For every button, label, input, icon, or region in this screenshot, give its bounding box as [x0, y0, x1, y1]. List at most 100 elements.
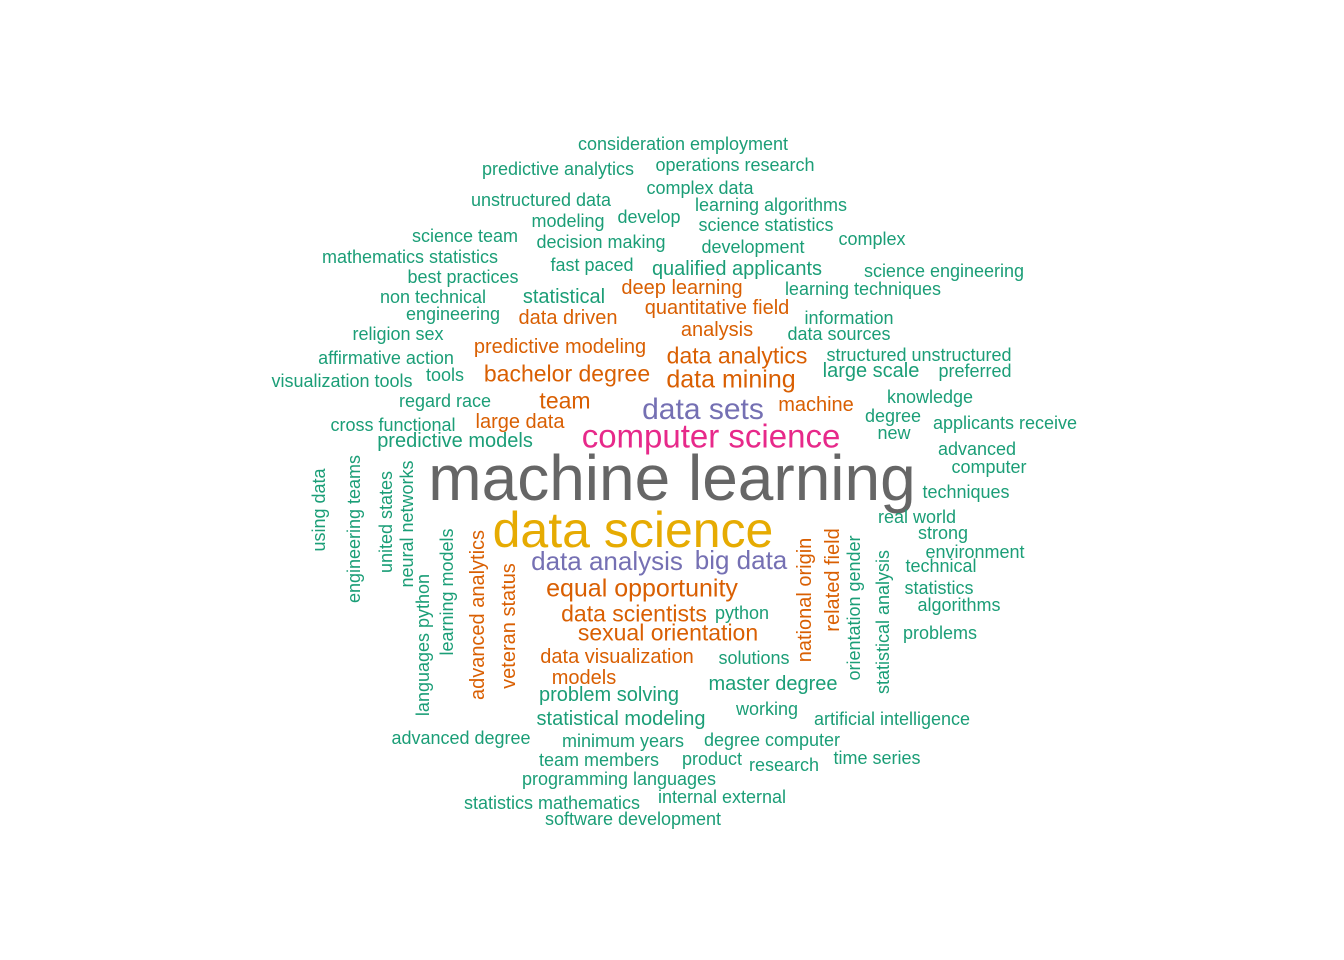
word: learning models [437, 528, 457, 656]
word: data science [492, 502, 774, 558]
word: non technical [379, 287, 487, 307]
word: predictive analytics [481, 159, 635, 179]
word: degree computer [703, 730, 841, 750]
word: tools [425, 365, 465, 385]
word: internal external [657, 787, 787, 807]
word: machine learning [428, 442, 916, 514]
word: quantitative field [644, 297, 790, 319]
word: qualified applicants [651, 258, 823, 280]
word: engineering teams [344, 454, 364, 604]
word: techniques [922, 482, 1010, 502]
word: languages python [413, 573, 433, 717]
word: preferred [938, 361, 1012, 381]
word: bachelor degree [483, 360, 651, 387]
word: large scale [822, 360, 920, 382]
word: technical [905, 556, 977, 576]
word: operations research [655, 155, 815, 175]
word: advanced analytics [467, 529, 489, 701]
word: knowledge [886, 387, 974, 407]
word: science team [411, 226, 519, 246]
word: complex data [646, 178, 754, 198]
word: working [735, 699, 799, 719]
word: veteran status [498, 563, 520, 689]
word: machine [778, 394, 854, 416]
word: degree [864, 406, 922, 426]
word: cross functional [330, 415, 456, 435]
word: data analysis [531, 546, 683, 576]
word: statistics mathematics [463, 793, 641, 813]
word: mathematics statistics [321, 247, 499, 267]
word: best practices [407, 267, 519, 287]
word: advanced degree [391, 728, 531, 748]
word: solutions [718, 648, 790, 668]
word: unstructured data [470, 190, 612, 210]
word: product [681, 749, 743, 769]
word: team [539, 387, 591, 414]
word: computer [951, 457, 1027, 477]
word: equal opportunity [546, 574, 738, 603]
word: algorithms [917, 595, 1001, 615]
word: real world [877, 507, 957, 527]
word: learning algorithms [694, 195, 848, 215]
word: statistical [522, 286, 606, 308]
word: analysis [680, 319, 754, 341]
word: data analytics [666, 342, 808, 369]
word: applicants receive [932, 413, 1078, 433]
word: decision making [536, 232, 666, 252]
word: related field [822, 528, 844, 632]
word: predictive modeling [473, 336, 647, 358]
word: data driven [518, 307, 618, 329]
word: using data [309, 468, 329, 552]
word: python [714, 603, 770, 623]
word: sexual orientation [577, 619, 759, 646]
word: advanced [937, 439, 1017, 459]
word: structured unstructured [826, 345, 1012, 365]
word: science statistics [698, 215, 834, 235]
word: artificial intelligence [813, 709, 971, 729]
word: programming languages [521, 769, 717, 789]
word: statistics [904, 578, 974, 598]
word: religion sex [352, 324, 444, 344]
word: research [748, 755, 820, 775]
word: environment [925, 542, 1025, 562]
word: time series [833, 748, 921, 768]
word: visualization tools [271, 371, 413, 391]
word: problem solving [538, 684, 680, 706]
word: neural networks [397, 460, 417, 588]
word: minimum years [561, 731, 685, 751]
word: fast paced [550, 255, 634, 275]
word: predictive models [377, 430, 533, 452]
word: data sources [787, 324, 891, 344]
word: master degree [708, 673, 838, 695]
word: national origin [794, 537, 816, 663]
word: models [551, 667, 617, 689]
word: deep learning [621, 277, 743, 299]
word: new [877, 423, 911, 443]
word: team members [538, 750, 660, 770]
word: consideration employment [577, 134, 789, 154]
word: engineering [405, 304, 501, 324]
word: complex [838, 229, 906, 249]
word: united states [376, 470, 396, 574]
word: data scientists [561, 600, 707, 627]
word: regard race [398, 391, 492, 411]
word: learning techniques [784, 279, 942, 299]
word: large data [475, 411, 565, 433]
word: development [701, 237, 805, 257]
word: data mining [666, 365, 796, 394]
word: data visualization [540, 646, 694, 668]
word: statistical modeling [536, 708, 706, 730]
word: science engineering [863, 261, 1025, 281]
word: information [804, 308, 894, 328]
word: modeling [531, 211, 605, 231]
word: software development [544, 809, 722, 829]
word: problems [902, 623, 978, 643]
word: computer science [581, 417, 841, 455]
word: data sets [642, 393, 764, 426]
word: statistical analysis [873, 549, 893, 695]
word: big data [694, 545, 788, 575]
word: affirmative action [318, 348, 454, 368]
word: develop [617, 207, 681, 227]
word: strong [917, 523, 969, 543]
